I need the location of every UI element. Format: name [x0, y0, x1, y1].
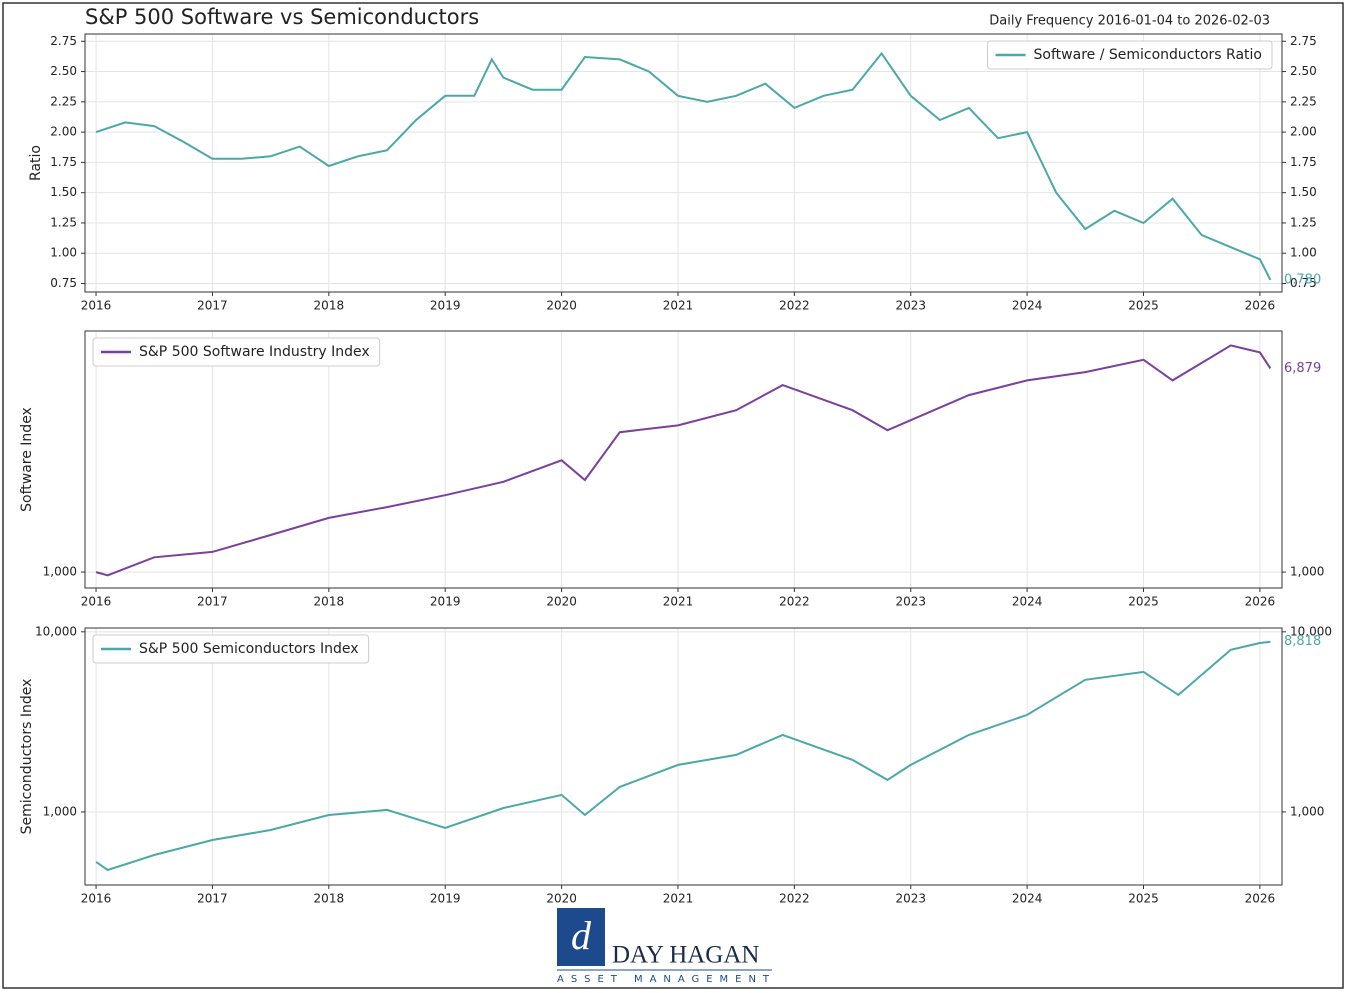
x-tick-label: 2016 [81, 892, 112, 906]
x-tick-label: 2019 [430, 892, 461, 906]
x-tick-label: 2016 [81, 299, 112, 313]
series-line [95, 344, 1272, 577]
x-tick-label: 2018 [314, 299, 345, 313]
x-tick-label: 2025 [1128, 595, 1159, 609]
x-tick-label: 2022 [779, 595, 810, 609]
value-label: 8,818 [1284, 634, 1321, 649]
x-tick-label: 2025 [1128, 892, 1159, 906]
y2-tick-label: 2.25 [1290, 94, 1317, 108]
x-tick-label: 2026 [1245, 299, 1276, 313]
y2-tick-label: 0.75 [1290, 276, 1317, 290]
x-tick-label: 2022 [779, 299, 810, 313]
plot-area [84, 330, 1283, 589]
logo-mark [557, 908, 605, 966]
x-tick-label: 2016 [81, 595, 112, 609]
y-tick-label: 2.50 [50, 64, 77, 78]
y2-tick-label: 1.75 [1290, 155, 1317, 169]
y2-tick-label: 1.25 [1290, 215, 1317, 229]
y-tick-label: 2.00 [50, 125, 77, 139]
x-tick-label: 2021 [663, 892, 694, 906]
legend-box [92, 634, 370, 664]
y-tick-label: 1.00 [50, 246, 77, 260]
y-tick-label: 2.75 [50, 34, 77, 48]
x-tick-label: 2021 [663, 595, 694, 609]
y2-tick-label: 1,000 [1290, 804, 1324, 818]
y-tick-label: 0.75 [50, 276, 77, 290]
y-axis-label: Semiconductors Index [19, 679, 35, 835]
legend-box [987, 40, 1273, 70]
x-tick-label: 2017 [197, 299, 228, 313]
x-tick-label: 2018 [314, 892, 345, 906]
legend-label: Software / Semiconductors Ratio [1034, 47, 1262, 63]
value-label: 6,879 [1284, 361, 1321, 376]
x-tick-label: 2021 [663, 299, 694, 313]
x-tick-label: 2026 [1245, 892, 1276, 906]
x-tick-label: 2023 [895, 892, 926, 906]
series-line [95, 51, 1272, 281]
x-tick-label: 2017 [197, 892, 228, 906]
y-axis-label: Software Index [19, 407, 35, 512]
legend-label: S&P 500 Semiconductors Index [139, 641, 359, 657]
x-tick-label: 2017 [197, 595, 228, 609]
y-axis-label: Ratio [28, 145, 44, 181]
logo: d DAY HAGAN ASSET MANAGEMENT [557, 908, 772, 985]
series-line [95, 640, 1271, 872]
y2-tick-label: 10,000 [1290, 624, 1332, 638]
x-tick-label: 2025 [1128, 299, 1159, 313]
x-tick-label: 2020 [546, 595, 577, 609]
y-tick-label: 10,000 [35, 624, 77, 638]
y-tick-label: 1.25 [50, 215, 77, 229]
logo-letter: d [571, 913, 592, 958]
x-tick-label: 2019 [430, 595, 461, 609]
y-tick-label: 2.25 [50, 94, 77, 108]
legend-box [92, 337, 381, 367]
y2-tick-label: 2.50 [1290, 64, 1317, 78]
y-tick-label: 1.75 [50, 155, 77, 169]
x-tick-label: 2026 [1245, 595, 1276, 609]
y2-tick-label: 2.00 [1290, 125, 1317, 139]
y-tick-label: 1,000 [43, 565, 77, 579]
value-label: 0.780 [1284, 272, 1321, 287]
chart-subtitle: Daily Frequency 2016-01-04 to 2026-02-03 [989, 14, 1270, 29]
y2-tick-label: 1.00 [1290, 246, 1317, 260]
y2-tick-label: 1,000 [1290, 565, 1324, 579]
logo-name: DAY HAGAN [612, 942, 759, 969]
plot-area [84, 627, 1283, 886]
x-tick-label: 2024 [1012, 299, 1043, 313]
x-tick-label: 2024 [1012, 892, 1043, 906]
plot-area [84, 33, 1283, 293]
y2-tick-label: 1.50 [1290, 185, 1317, 199]
y-tick-label: 1.50 [50, 185, 77, 199]
x-tick-label: 2022 [779, 892, 810, 906]
y-tick-label: 1,000 [43, 804, 77, 818]
legend-label: S&P 500 Software Industry Index [139, 344, 370, 360]
y2-tick-label: 2.75 [1290, 34, 1317, 48]
chart-title: S&P 500 Software vs Semiconductors [85, 5, 479, 29]
x-tick-label: 2024 [1012, 595, 1043, 609]
x-tick-label: 2020 [546, 299, 577, 313]
x-tick-label: 2018 [314, 595, 345, 609]
x-tick-label: 2020 [546, 892, 577, 906]
x-tick-label: 2019 [430, 299, 461, 313]
logo-tagline: ASSET MANAGEMENT [557, 974, 772, 985]
x-tick-label: 2023 [895, 299, 926, 313]
x-tick-label: 2023 [895, 595, 926, 609]
